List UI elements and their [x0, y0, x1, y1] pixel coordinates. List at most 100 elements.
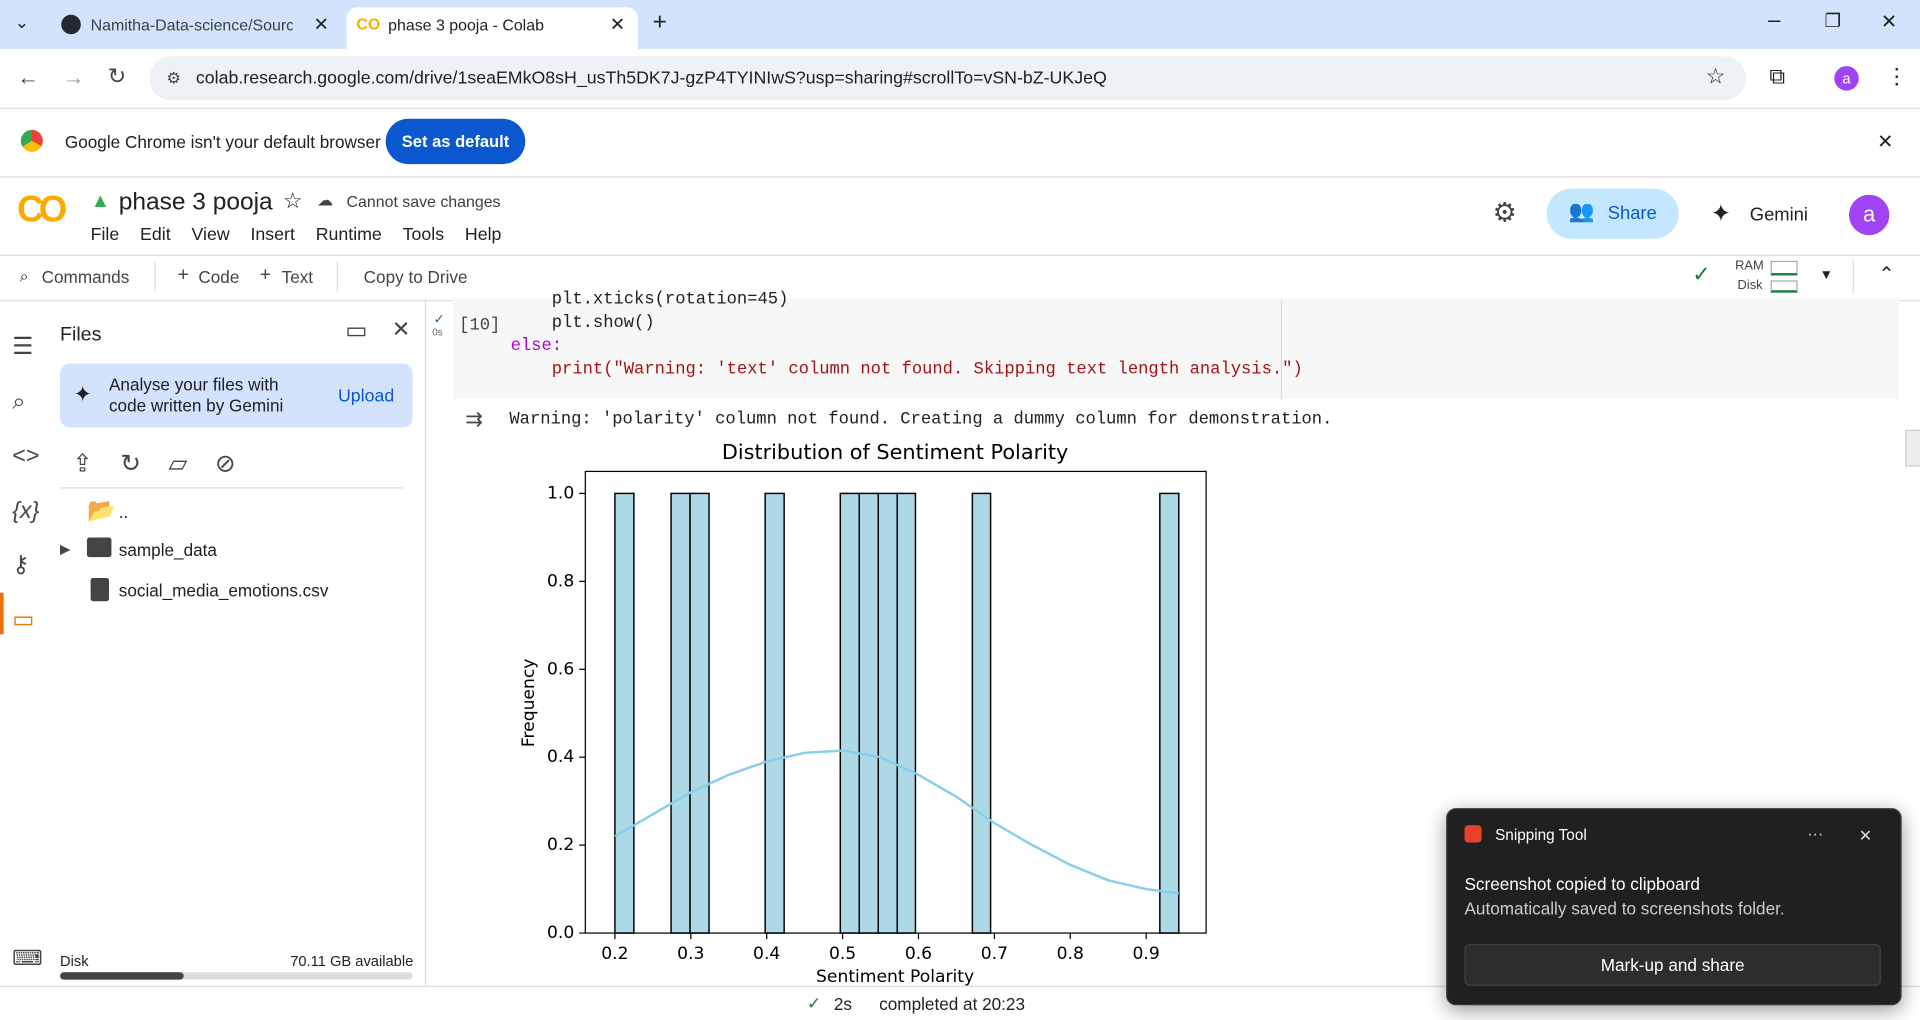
- minimize[interactable]: –: [1768, 7, 1781, 32]
- divider: [336, 262, 338, 292]
- menu-item[interactable]: File: [90, 225, 120, 245]
- disk-meter: [1770, 280, 1798, 293]
- save-status: Cannot save changes: [346, 192, 501, 211]
- divider: [154, 262, 156, 292]
- folder-icon: 📂: [86, 498, 116, 525]
- colab-logo[interactable]: CO: [17, 189, 67, 231]
- menu-item[interactable]: Edit: [140, 225, 171, 245]
- x-tick-label: 0.5: [829, 944, 856, 964]
- bookmark[interactable]: ☆: [1705, 63, 1726, 89]
- active-tab[interactable]: [346, 7, 638, 49]
- open-in-tab[interactable]: ▭: [345, 318, 368, 345]
- run-status: ✓: [433, 312, 445, 327]
- add-text[interactable]: Text: [281, 266, 314, 287]
- toast-button[interactable]: Mark-up and share: [1464, 944, 1881, 986]
- extensions[interactable]: ⧉: [1769, 63, 1786, 89]
- menu-item[interactable]: Help: [464, 225, 502, 245]
- expand[interactable]: ▶: [60, 542, 71, 558]
- commands[interactable]: Commands: [41, 266, 130, 287]
- y-tick-label: 0.6: [547, 659, 574, 679]
- gemini-button[interactable]: Gemini: [1749, 204, 1808, 226]
- resources-dropdown[interactable]: ▼: [1819, 268, 1833, 283]
- output-icon[interactable]: ⇉: [465, 407, 483, 432]
- tab[interactable]: phase 3 pooja - Colab: [388, 15, 544, 35]
- menu-item[interactable]: Insert: [250, 225, 295, 245]
- menu-item[interactable]: View: [191, 225, 230, 245]
- restore[interactable]: ❐: [1824, 11, 1841, 32]
- url[interactable]: colab.research.google.com/drive/1seaEMkO…: [195, 68, 1107, 89]
- forward[interactable]: →: [62, 64, 85, 90]
- side-icons[interactable]: ☰ ⌕ <> {x} ⚷ ▭: [12, 334, 40, 633]
- address-bar[interactable]: [149, 56, 1747, 101]
- gemini-prompt: Analyse your files with code written by …: [108, 374, 284, 416]
- copy-to-drive[interactable]: Copy to Drive: [363, 266, 468, 287]
- plus: +: [177, 264, 189, 286]
- code-line: print("Warning: 'text' column not found.…: [510, 360, 1303, 380]
- app-icon: [1464, 825, 1482, 843]
- search-icon: ⌕: [19, 266, 29, 286]
- bar: [764, 492, 785, 934]
- bar: [877, 492, 898, 934]
- banner-close[interactable]: ✕: [1877, 132, 1894, 154]
- x-tick-label: 0.6: [905, 944, 932, 964]
- collapse[interactable]: ⌃: [1878, 264, 1895, 286]
- set-default-button[interactable]: Set as default: [385, 118, 526, 165]
- file-actions[interactable]: ⇪ ↻ ▱ ⊘: [72, 450, 236, 478]
- gemini-prompt-box: [60, 363, 413, 428]
- tab-menu[interactable]: ⌄: [14, 12, 30, 32]
- new-tab[interactable]: +: [652, 8, 667, 36]
- notebook-title[interactable]: phase 3 pooja: [118, 188, 273, 216]
- menu-bar: File Edit View Insert Runtime Tools Help: [91, 225, 502, 245]
- x-tick-label: 0.4: [753, 944, 780, 964]
- scrollbar[interactable]: [1905, 429, 1920, 467]
- github-icon: [61, 14, 81, 35]
- share-label[interactable]: Share: [1607, 203, 1657, 225]
- disk-track: [60, 972, 413, 980]
- profile[interactable]: a: [1834, 66, 1859, 91]
- x-tick-label: 0.2: [601, 944, 628, 964]
- bar: [670, 492, 691, 934]
- cloud-off-icon: ☁: [317, 191, 334, 210]
- connected-check: ✓: [1692, 262, 1711, 287]
- chrome-menu[interactable]: ⋮: [1885, 63, 1908, 89]
- close-panel[interactable]: ✕: [391, 317, 411, 342]
- upload-button[interactable]: Upload: [337, 386, 395, 407]
- tab[interactable]: Namitha-Data-science/Source C: [90, 15, 293, 35]
- toast-close[interactable]: ✕: [1858, 826, 1873, 845]
- tab-close[interactable]: ✕: [313, 14, 329, 36]
- site-info[interactable]: ⚙: [166, 68, 181, 87]
- disk-label: Disk: [1737, 277, 1763, 293]
- star[interactable]: ☆: [282, 188, 303, 214]
- menu-item[interactable]: Runtime: [315, 225, 382, 245]
- bar: [858, 492, 879, 934]
- file-item[interactable]: social_media_emotions.csv: [118, 580, 329, 601]
- output-text: Warning: 'polarity' column not found. Cr…: [509, 410, 1333, 430]
- close-window[interactable]: ✕: [1880, 12, 1898, 34]
- x-tick-label: 0.9: [1133, 944, 1160, 964]
- status-check: ✓: [806, 993, 822, 1013]
- toast-more[interactable]: ···: [1807, 824, 1824, 843]
- file-item[interactable]: ..: [118, 502, 129, 522]
- terminal-icon[interactable]: ⌨: [12, 946, 43, 970]
- plus: +: [259, 264, 272, 286]
- reload[interactable]: ↻: [107, 63, 127, 89]
- avatar[interactable]: a: [1848, 194, 1890, 236]
- status-duration: 2s: [833, 994, 852, 1014]
- active-indicator: [0, 592, 4, 635]
- settings[interactable]: ⚙: [1492, 197, 1517, 228]
- tab-close[interactable]: ✕: [609, 14, 626, 36]
- y-tick-label: 0.4: [547, 747, 574, 767]
- file-item[interactable]: sample_data: [118, 540, 217, 560]
- toast-body: Automatically saved to screenshots folde…: [1464, 898, 1785, 919]
- menu-item[interactable]: Tools: [402, 225, 445, 245]
- bar: [614, 492, 635, 934]
- back[interactable]: ←: [17, 64, 40, 90]
- disk-available: 70.11 GB available: [290, 952, 414, 970]
- add-code[interactable]: Code: [198, 266, 240, 287]
- chart-title: Distribution of Sentiment Polarity: [722, 440, 1069, 464]
- files-title: Files: [60, 324, 102, 346]
- status-text: completed at 20:23: [879, 994, 1026, 1014]
- share-button[interactable]: [1546, 188, 1679, 239]
- divider: [60, 487, 403, 489]
